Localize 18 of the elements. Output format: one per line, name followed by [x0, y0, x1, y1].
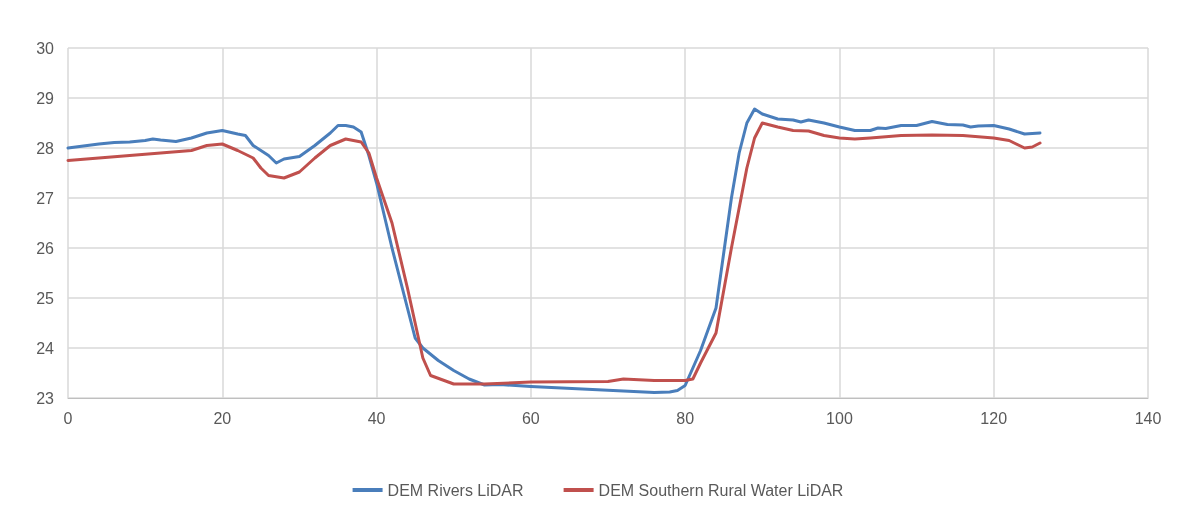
y-tick-label: 28 [36, 139, 55, 157]
y-tick-label: 26 [36, 239, 55, 257]
x-tick-label: 20 [213, 409, 232, 427]
legend-label: DEM Southern Rural Water LiDAR [598, 481, 844, 499]
y-tick-label: 29 [36, 89, 55, 107]
y-tick-label: 25 [36, 289, 55, 307]
x-tick-label: 100 [826, 409, 853, 427]
y-tick-label: 30 [36, 39, 55, 57]
x-tick-label: 120 [980, 409, 1008, 427]
x-tick-label: 80 [676, 409, 695, 427]
y-tick-label: 27 [36, 189, 55, 207]
y-tick-label: 24 [36, 339, 55, 357]
x-tick-label: 40 [367, 409, 386, 427]
x-tick-label: 140 [1134, 409, 1162, 427]
x-tick-label: 60 [521, 409, 540, 427]
x-tick-label: 0 [63, 409, 73, 427]
legend-label: DEM Rivers LiDAR [387, 481, 524, 499]
y-tick-label: 23 [36, 389, 55, 407]
